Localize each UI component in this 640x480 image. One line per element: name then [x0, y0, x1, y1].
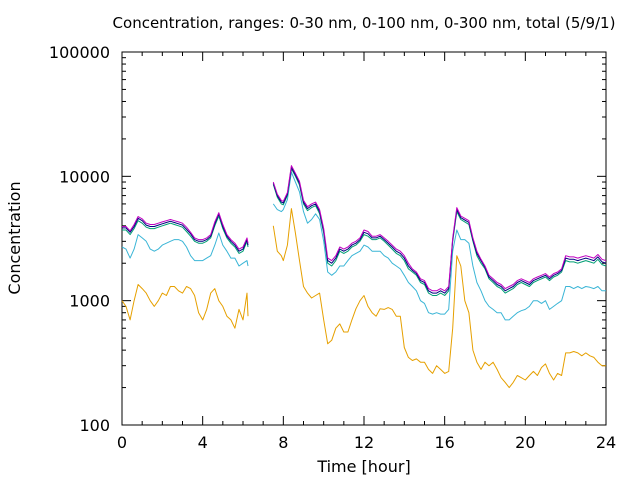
series-group [121, 165, 607, 389]
x-tick-label: 12 [354, 433, 374, 452]
y-tick-labels: 100 1000 10000 100000 [49, 43, 110, 435]
x-tick-label: 24 [596, 433, 616, 452]
x-tick-label: 16 [434, 433, 454, 452]
x-tick-label: 0 [117, 433, 127, 452]
x-tick-label: 8 [278, 433, 288, 452]
y-tick-label: 10000 [59, 167, 110, 186]
axis-ticks [121, 52, 607, 426]
series-line-1 [121, 171, 606, 321]
y-tick-label: 100000 [49, 43, 110, 62]
x-axis-label: Time [hour] [316, 457, 410, 476]
x-tick-label: 4 [198, 433, 208, 452]
series-line-4 [122, 165, 607, 292]
y-axis-label: Concentration [5, 181, 24, 294]
x-tick-label: 20 [515, 433, 535, 452]
series-line-0 [121, 208, 606, 389]
x-tick-labels: 0 4 8 12 16 20 24 [117, 433, 616, 452]
chart-title: Concentration, ranges: 0-30 nm, 0-100 nm… [113, 14, 616, 32]
plot-frame [121, 51, 607, 426]
y-tick-label: 1000 [69, 292, 110, 311]
y-tick-label: 100 [79, 416, 110, 435]
